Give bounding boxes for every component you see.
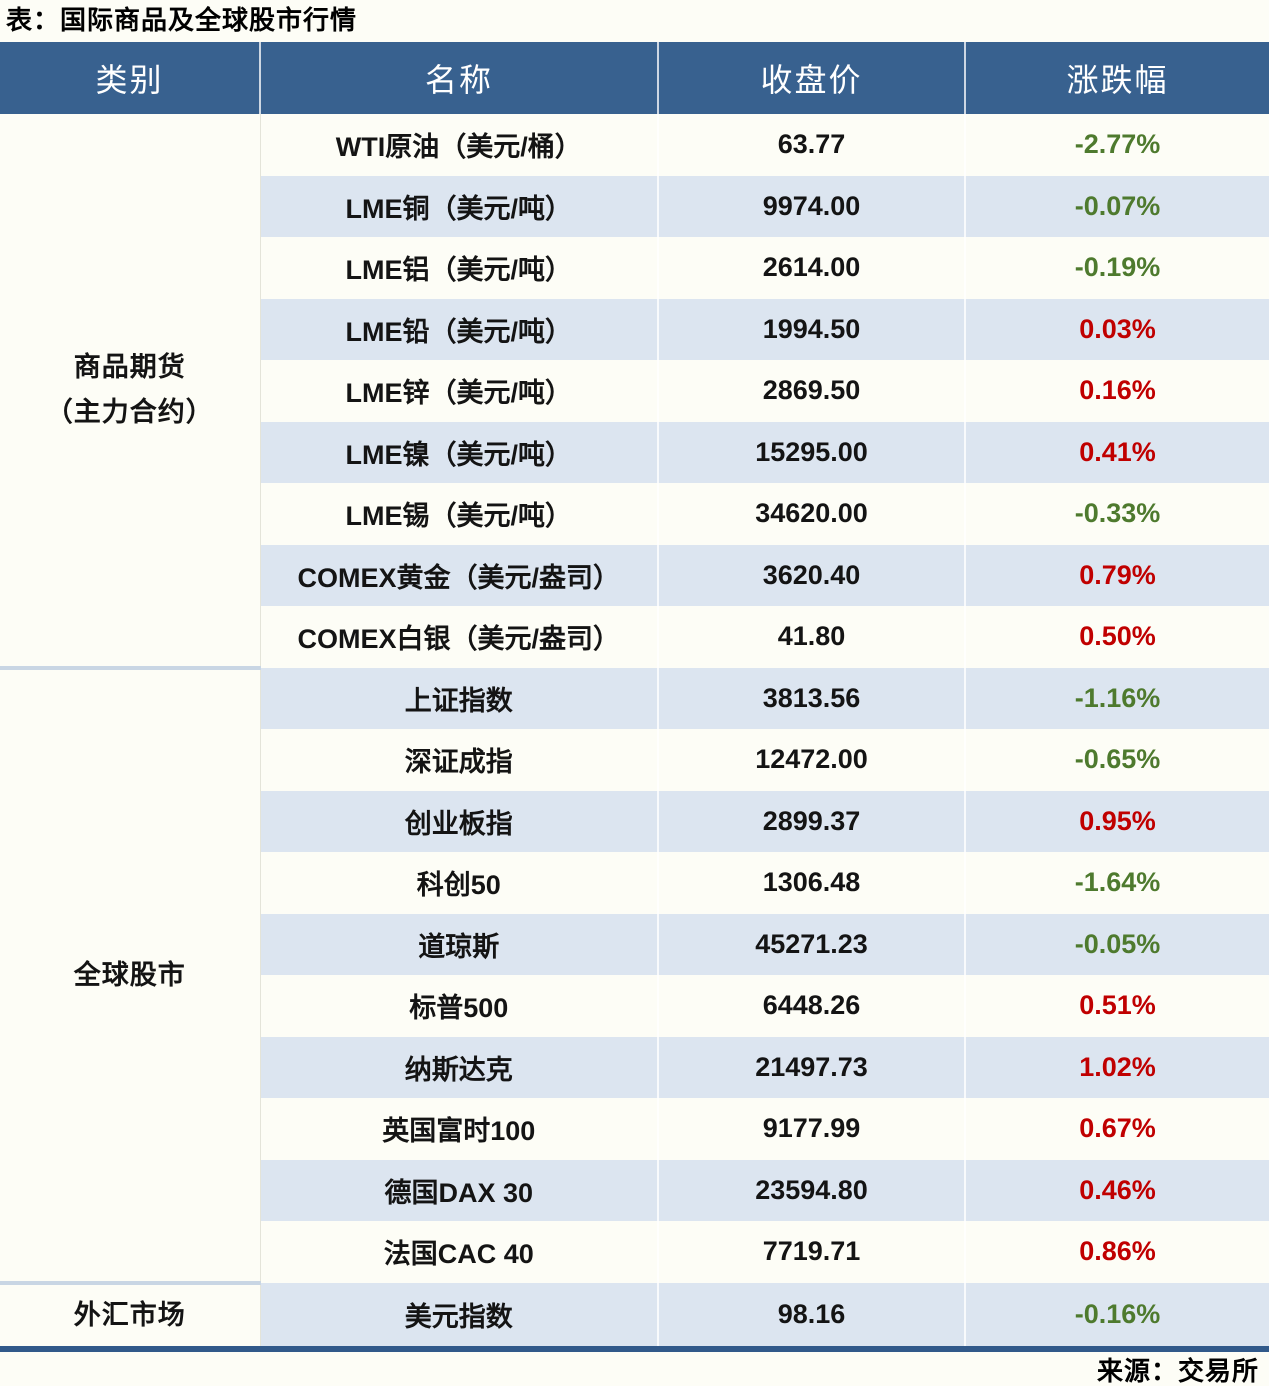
close-price-cell: 9177.99 [657, 1098, 965, 1160]
table-row: 创业板指 2899.37 0.95% [0, 790, 1269, 852]
name-cell: 科创50 [260, 852, 658, 914]
table-row: 深证成指 12472.00 -0.65% [0, 729, 1269, 791]
close-price-cell: 9974.00 [657, 175, 965, 237]
close-price-cell: 2614.00 [657, 237, 965, 299]
name-cell: 上证指数 [260, 667, 658, 729]
header-cell-name: 名称 [259, 42, 658, 114]
change-cell: 0.16% [964, 360, 1269, 422]
close-price-cell: 1306.48 [657, 852, 965, 914]
change-cell: -1.16% [964, 667, 1269, 729]
name-cell: 法国CAC 40 [260, 1221, 658, 1283]
table-row: 全球股市 上证指数 3813.56 -1.16% [0, 665, 1269, 1283]
table-row: LME锌（美元/吨） 2869.50 0.16% [0, 360, 1269, 422]
category-label-line: 商品期货 [73, 352, 186, 383]
close-price-cell: 98.16 [657, 1282, 965, 1349]
name-cell: COMEX黄金（美元/盎司） [260, 544, 658, 606]
table-row: COMEX白银（美元/盎司） 41.80 0.50% [0, 606, 1269, 668]
name-cell: LME铝（美元/吨） [260, 237, 658, 299]
table-row: 标普500 6448.26 0.51% [0, 975, 1269, 1037]
table-row: 道琼斯 45271.23 -0.05% [0, 913, 1269, 975]
category-label-line: （主力合约） [45, 396, 214, 427]
name-cell: 纳斯达克 [260, 1036, 658, 1098]
table-row: 商品期货 （主力合约） WTI原油（美元/桶） 63.77 -2.77% [0, 114, 1269, 668]
market-quotes-table: 类别 名称 收盘价 涨跌幅 商品期货 （主力合约） WTI原油（美元/桶） 63.77… [0, 42, 1269, 1352]
close-price-cell: 2899.37 [657, 790, 965, 852]
table-body: 商品期货 （主力合约） WTI原油（美元/桶） 63.77 -2.77% LME铜（美元/… [0, 114, 1269, 1349]
change-cell: -0.07% [964, 175, 1269, 237]
table-header: 类别 名称 收盘价 涨跌幅 [0, 42, 1269, 114]
change-cell: 1.02% [964, 1036, 1269, 1098]
table-row: 英国富时100 9177.99 0.67% [0, 1098, 1269, 1160]
name-cell: LME铅（美元/吨） [260, 298, 658, 360]
change-cell: -2.77% [964, 114, 1269, 176]
category-cell: 外汇市场 [0, 1280, 261, 1349]
table-row: 外汇市场 美元指数 98.16 -0.16% [0, 1280, 1269, 1349]
change-cell: 0.03% [964, 298, 1269, 360]
table-row: LME铝（美元/吨） 2614.00 -0.19% [0, 237, 1269, 299]
close-price-cell: 41.80 [657, 606, 965, 668]
change-cell: -1.64% [964, 852, 1269, 914]
change-cell: 0.41% [964, 421, 1269, 483]
close-price-cell: 63.77 [657, 114, 965, 176]
table-row: 纳斯达克 21497.73 1.02% [0, 1036, 1269, 1098]
close-price-cell: 7719.71 [657, 1221, 965, 1283]
table-row: 法国CAC 40 7719.71 0.86% [0, 1221, 1269, 1283]
category-cell: 全球股市 [0, 665, 261, 1283]
name-cell: LME镍（美元/吨） [260, 421, 658, 483]
table-row: COMEX黄金（美元/盎司） 3620.40 0.79% [0, 544, 1269, 606]
header-cell-change: 涨跌幅 [964, 42, 1269, 114]
change-cell: -0.16% [964, 1282, 1269, 1349]
change-cell: 0.95% [964, 790, 1269, 852]
category-label-line: 外汇市场 [73, 1299, 186, 1330]
change-cell: 0.50% [964, 606, 1269, 668]
name-cell: 创业板指 [260, 790, 658, 852]
close-price-cell: 6448.26 [657, 975, 965, 1037]
header-cell-category: 类别 [0, 42, 260, 114]
name-cell: LME锌（美元/吨） [260, 360, 658, 422]
change-cell: 0.46% [964, 1159, 1269, 1221]
close-price-cell: 2869.50 [657, 360, 965, 422]
header-cell-close-price: 收盘价 [657, 42, 965, 114]
category-cell: 商品期货 （主力合约） [0, 114, 261, 668]
close-price-cell: 23594.80 [657, 1159, 965, 1221]
close-price-cell: 34620.00 [657, 483, 965, 545]
name-cell: 德国DAX 30 [260, 1159, 658, 1221]
change-cell: 0.79% [964, 544, 1269, 606]
name-cell: 深证成指 [260, 729, 658, 791]
change-cell: 0.86% [964, 1221, 1269, 1283]
close-price-cell: 21497.73 [657, 1036, 965, 1098]
close-price-cell: 3813.56 [657, 667, 965, 729]
source-note: 来源：交易所 [1096, 1356, 1259, 1386]
change-cell: -0.65% [964, 729, 1269, 791]
change-cell: -0.33% [964, 483, 1269, 545]
change-cell: -0.05% [964, 913, 1269, 975]
name-cell: LME铜（美元/吨） [260, 175, 658, 237]
close-price-cell: 12472.00 [657, 729, 965, 791]
close-price-cell: 45271.23 [657, 913, 965, 975]
table-row: 科创50 1306.48 -1.64% [0, 852, 1269, 914]
name-cell: 美元指数 [260, 1282, 658, 1349]
name-cell: 道琼斯 [260, 913, 658, 975]
name-cell: LME锡（美元/吨） [260, 483, 658, 545]
category-label-line: 全球股市 [73, 959, 186, 990]
table-row: LME铜（美元/吨） 9974.00 -0.07% [0, 175, 1269, 237]
table-row: 德国DAX 30 23594.80 0.46% [0, 1159, 1269, 1221]
close-price-cell: 1994.50 [657, 298, 965, 360]
page-title: 表：国际商品及全球股市行情 [6, 5, 358, 35]
name-cell: WTI原油（美元/桶） [260, 114, 658, 176]
change-cell: 0.51% [964, 975, 1269, 1037]
table-row: LME锡（美元/吨） 34620.00 -0.33% [0, 483, 1269, 545]
table-header-row: 类别 名称 收盘价 涨跌幅 [0, 42, 1269, 114]
name-cell: COMEX白银（美元/盎司） [260, 606, 658, 668]
change-cell: -0.19% [964, 237, 1269, 299]
name-cell: 英国富时100 [260, 1098, 658, 1160]
name-cell: 标普500 [260, 975, 658, 1037]
table-row: LME铅（美元/吨） 1994.50 0.03% [0, 298, 1269, 360]
close-price-cell: 15295.00 [657, 421, 965, 483]
close-price-cell: 3620.40 [657, 544, 965, 606]
change-cell: 0.67% [964, 1098, 1269, 1160]
table-row: LME镍（美元/吨） 15295.00 0.41% [0, 421, 1269, 483]
